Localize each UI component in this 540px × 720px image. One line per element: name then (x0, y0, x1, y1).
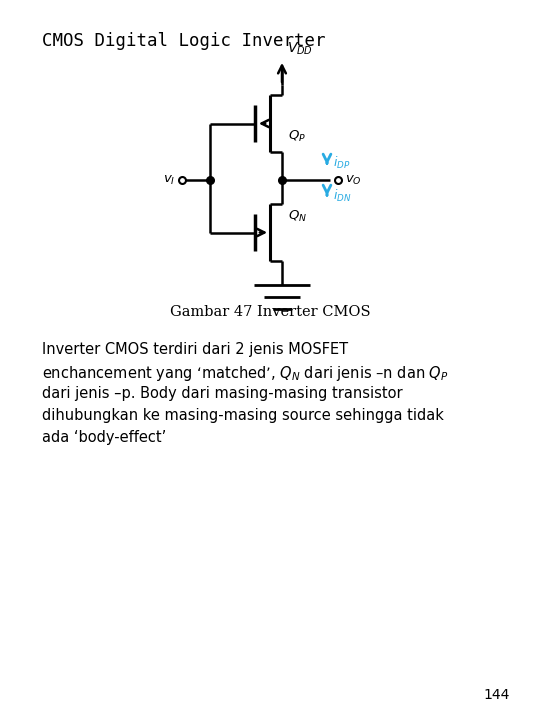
Text: Gambar 47 Inverter CMOS: Gambar 47 Inverter CMOS (170, 305, 370, 319)
Text: $i_{DN}$: $i_{DN}$ (333, 187, 352, 204)
Text: $v_O$: $v_O$ (345, 174, 362, 186)
Text: dari jenis –p. Body dari masing-masing transistor: dari jenis –p. Body dari masing-masing t… (42, 386, 403, 401)
Text: enchancement yang ‘matched’, $Q_N$ dari jenis –n dan $Q_P$: enchancement yang ‘matched’, $Q_N$ dari … (42, 364, 449, 383)
Text: ada ‘body-effect’: ada ‘body-effect’ (42, 430, 166, 445)
Text: $Q_N$: $Q_N$ (288, 209, 307, 224)
Text: dihubungkan ke masing-masing source sehingga tidak: dihubungkan ke masing-masing source sehi… (42, 408, 444, 423)
Text: $v_I$: $v_I$ (163, 174, 175, 186)
Text: $V_{DD}$: $V_{DD}$ (287, 40, 313, 57)
Text: $i_{DP}$: $i_{DP}$ (333, 155, 350, 171)
Text: CMOS Digital Logic Inverter: CMOS Digital Logic Inverter (42, 32, 326, 50)
Text: Inverter CMOS terdiri dari 2 jenis MOSFET: Inverter CMOS terdiri dari 2 jenis MOSFE… (42, 342, 348, 357)
Text: $Q_P$: $Q_P$ (288, 129, 306, 144)
Text: 144: 144 (484, 688, 510, 702)
